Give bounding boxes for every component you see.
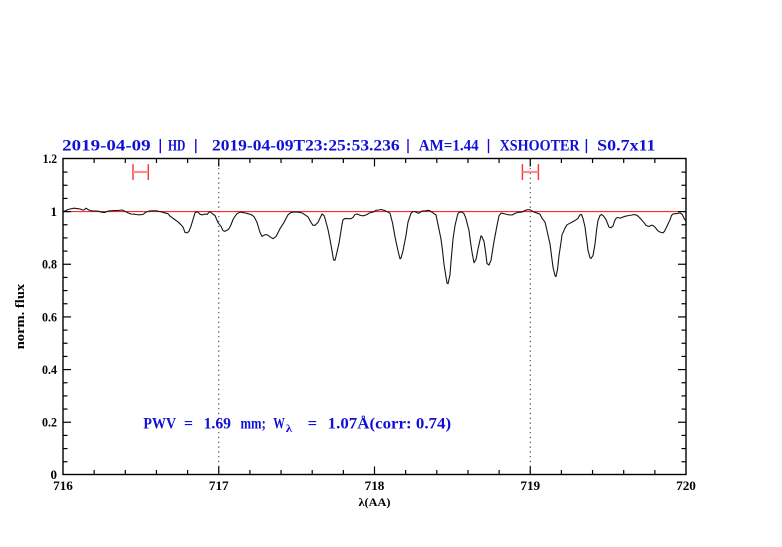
svg-text:2019-04-09: 2019-04-09 [62,137,151,154]
svg-text:=: = [308,416,318,433]
svg-text:1.2: 1.2 [43,151,57,166]
svg-text:λ(AA): λ(AA) [359,497,391,509]
svg-text:717: 717 [209,479,229,493]
svg-text:S0.7x11: S0.7x11 [597,137,655,154]
svg-text:718: 718 [365,479,385,493]
svg-text:1.69: 1.69 [204,416,232,433]
svg-text:λ: λ [286,423,293,435]
svg-text:1: 1 [51,204,58,219]
svg-text:720: 720 [676,479,696,493]
svg-text:HD: HD [168,137,185,154]
svg-text:AM=1.44: AM=1.44 [419,137,479,154]
svg-text:0.4: 0.4 [42,362,57,377]
svg-text:0.2: 0.2 [42,415,57,430]
svg-text:716: 716 [53,479,73,493]
svg-text:0.6: 0.6 [42,309,57,324]
svg-text:XSHOOTER: XSHOOTER [500,137,581,154]
svg-text:0: 0 [51,467,58,482]
svg-text:W: W [273,416,285,433]
svg-text:mm;: mm; [241,416,266,433]
svg-text:=: = [184,416,193,433]
svg-text:1.07Å(corr: 0.74): 1.07Å(corr: 0.74) [328,416,451,433]
svg-text:norm. flux: norm. flux [12,283,27,349]
svg-text:2019-04-09T23:25:53.236: 2019-04-09T23:25:53.236 [212,137,400,154]
svg-text:719: 719 [520,479,540,493]
svg-text:0.8: 0.8 [42,257,57,272]
svg-text:PWV: PWV [143,416,176,433]
